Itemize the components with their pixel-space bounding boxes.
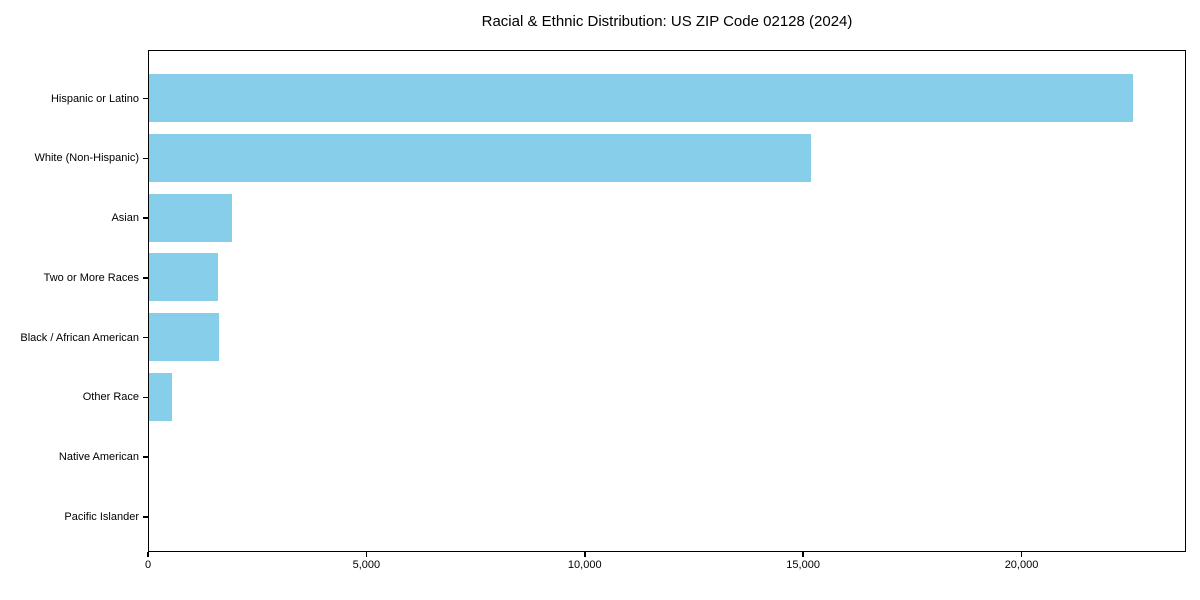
y-tick-label-pacific-islander: Pacific Islander [64,510,139,523]
x-tick-label-15-000: 15,000 [786,559,820,571]
x-tick-mark [1020,552,1023,557]
y-tick-label-black-african-american: Black / African American [20,331,139,344]
x-tick-mark [365,552,368,557]
y-tick-label-white-non-hispanic: White (Non-Hispanic) [34,152,139,165]
x-tick-label-20-000: 20,000 [1004,559,1039,571]
y-tick-mark [143,277,148,279]
y-tick-label-two-or-more-races: Two or More Races [43,271,139,284]
y-tick-mark [143,97,148,100]
x-tick-label-5-000: 5,000 [352,559,381,571]
x-tick-label-10-000: 10,000 [567,559,602,571]
y-tick-mark [143,336,148,339]
bar-white-non-hispanic [149,133,811,182]
y-tick-label-native-american: Native American [58,451,139,463]
bar-asian [149,193,232,242]
y-tick-label-hispanic-or-latino: Hispanic or Latino [50,92,139,105]
y-tick-mark [143,516,148,518]
x-tick-mark [147,552,149,557]
y-tick-mark [143,217,148,219]
y-tick-label-other-race: Other Race [82,391,139,404]
bar-two-or-more-races [149,253,219,302]
y-tick-mark [143,456,148,458]
chart-title: Racial & Ethnic Distribution: US ZIP Cod… [481,13,853,30]
x-tick-mark [584,552,586,557]
bar-hispanic-or-latino [149,74,1134,122]
bar-black-african-american [149,313,219,361]
bar-other-race [149,372,173,421]
y-tick-mark [143,396,148,398]
x-tick-mark [802,552,804,557]
y-tick-label-asian: Asian [111,212,139,224]
y-tick-mark [143,157,148,159]
plot-area [148,50,1186,552]
x-tick-label-0: 0 [144,559,152,571]
